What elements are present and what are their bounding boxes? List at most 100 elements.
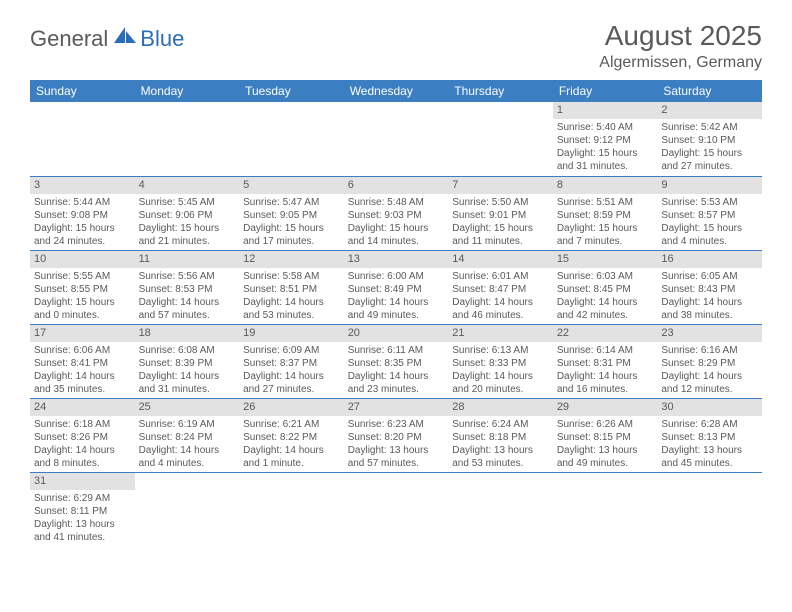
daylight-text: Daylight: 14 hours xyxy=(34,444,131,457)
daylight-text: Daylight: 14 hours xyxy=(452,296,549,309)
empty-cell xyxy=(135,102,240,176)
daylight-text: Daylight: 14 hours xyxy=(557,370,654,383)
calendar-cell: 27Sunrise: 6:23 AMSunset: 8:20 PMDayligh… xyxy=(344,399,449,473)
day-number: 12 xyxy=(239,251,344,268)
calendar-cell: 24Sunrise: 6:18 AMSunset: 8:26 PMDayligh… xyxy=(30,399,135,473)
daylight-text: Daylight: 14 hours xyxy=(34,370,131,383)
sunset-text: Sunset: 8:47 PM xyxy=(452,283,549,296)
header: General Blue August 2025 Algermissen, Ge… xyxy=(30,20,762,72)
day-number: 31 xyxy=(30,473,135,490)
daylight-text: and 42 minutes. xyxy=(557,309,654,322)
empty-cell xyxy=(344,473,449,547)
day-number: 19 xyxy=(239,325,344,342)
day-number: 14 xyxy=(448,251,553,268)
daylight-text: Daylight: 15 hours xyxy=(348,222,445,235)
calendar-cell: 29Sunrise: 6:26 AMSunset: 8:15 PMDayligh… xyxy=(553,399,658,473)
sunset-text: Sunset: 9:01 PM xyxy=(452,209,549,222)
sunset-text: Sunset: 8:45 PM xyxy=(557,283,654,296)
daylight-text: and 38 minutes. xyxy=(661,309,758,322)
daylight-text: and 49 minutes. xyxy=(348,309,445,322)
sunset-text: Sunset: 8:29 PM xyxy=(661,357,758,370)
daylight-text: and 46 minutes. xyxy=(452,309,549,322)
daylight-text: Daylight: 15 hours xyxy=(452,222,549,235)
day-details: Sunrise: 6:29 AMSunset: 8:11 PMDaylight:… xyxy=(30,490,135,546)
day-details: Sunrise: 6:01 AMSunset: 8:47 PMDaylight:… xyxy=(448,268,553,324)
sunset-text: Sunset: 8:55 PM xyxy=(34,283,131,296)
sunset-text: Sunset: 8:37 PM xyxy=(243,357,340,370)
sunrise-text: Sunrise: 6:28 AM xyxy=(661,418,758,431)
day-number: 28 xyxy=(448,399,553,416)
sunrise-text: Sunrise: 6:03 AM xyxy=(557,270,654,283)
sunrise-text: Sunrise: 5:55 AM xyxy=(34,270,131,283)
empty-cell xyxy=(657,473,762,547)
sunrise-text: Sunrise: 6:05 AM xyxy=(661,270,758,283)
daylight-text: Daylight: 14 hours xyxy=(557,296,654,309)
sunrise-text: Sunrise: 6:14 AM xyxy=(557,344,654,357)
daylight-text: Daylight: 14 hours xyxy=(452,370,549,383)
day-details: Sunrise: 5:50 AMSunset: 9:01 PMDaylight:… xyxy=(448,194,553,250)
daylight-text: and 53 minutes. xyxy=(452,457,549,470)
calendar-head: SundayMondayTuesdayWednesdayThursdayFrid… xyxy=(30,80,762,102)
sunrise-text: Sunrise: 5:58 AM xyxy=(243,270,340,283)
daylight-text: Daylight: 15 hours xyxy=(661,147,758,160)
daylight-text: and 41 minutes. xyxy=(34,531,131,544)
calendar-cell: 14Sunrise: 6:01 AMSunset: 8:47 PMDayligh… xyxy=(448,250,553,324)
empty-cell xyxy=(239,473,344,547)
calendar-cell: 5Sunrise: 5:47 AMSunset: 9:05 PMDaylight… xyxy=(239,176,344,250)
daylight-text: and 57 minutes. xyxy=(348,457,445,470)
day-details: Sunrise: 6:26 AMSunset: 8:15 PMDaylight:… xyxy=(553,416,658,472)
sunset-text: Sunset: 9:06 PM xyxy=(139,209,236,222)
day-header: Thursday xyxy=(448,80,553,102)
sunrise-text: Sunrise: 5:56 AM xyxy=(139,270,236,283)
calendar-cell: 13Sunrise: 6:00 AMSunset: 8:49 PMDayligh… xyxy=(344,250,449,324)
sunrise-text: Sunrise: 5:47 AM xyxy=(243,196,340,209)
day-number: 24 xyxy=(30,399,135,416)
day-header: Saturday xyxy=(657,80,762,102)
calendar-cell: 28Sunrise: 6:24 AMSunset: 8:18 PMDayligh… xyxy=(448,399,553,473)
calendar-cell: 23Sunrise: 6:16 AMSunset: 8:29 PMDayligh… xyxy=(657,324,762,398)
sunset-text: Sunset: 8:59 PM xyxy=(557,209,654,222)
daylight-text: and 31 minutes. xyxy=(557,160,654,173)
calendar-cell: 1Sunrise: 5:40 AMSunset: 9:12 PMDaylight… xyxy=(553,102,658,176)
calendar-row: 1Sunrise: 5:40 AMSunset: 9:12 PMDaylight… xyxy=(30,102,762,176)
daylight-text: Daylight: 13 hours xyxy=(452,444,549,457)
calendar-cell: 18Sunrise: 6:08 AMSunset: 8:39 PMDayligh… xyxy=(135,324,240,398)
month-title: August 2025 xyxy=(599,20,762,52)
day-number: 5 xyxy=(239,177,344,194)
day-number: 15 xyxy=(553,251,658,268)
location: Algermissen, Germany xyxy=(599,54,762,72)
daylight-text: and 17 minutes. xyxy=(243,235,340,248)
sunrise-text: Sunrise: 6:24 AM xyxy=(452,418,549,431)
daylight-text: Daylight: 15 hours xyxy=(34,296,131,309)
day-details: Sunrise: 5:48 AMSunset: 9:03 PMDaylight:… xyxy=(344,194,449,250)
sunrise-text: Sunrise: 6:23 AM xyxy=(348,418,445,431)
sunset-text: Sunset: 8:49 PM xyxy=(348,283,445,296)
sunrise-text: Sunrise: 6:21 AM xyxy=(243,418,340,431)
daylight-text: Daylight: 14 hours xyxy=(139,370,236,383)
daylight-text: and 20 minutes. xyxy=(452,383,549,396)
calendar-cell: 15 Sunrise: 6:03 AMSunset: 8:45 PMDayligh… xyxy=(553,250,658,324)
calendar-row: 3Sunrise: 5:44 AMSunset: 9:08 PMDaylight… xyxy=(30,176,762,250)
empty-cell xyxy=(553,473,658,547)
daylight-text: and 14 minutes. xyxy=(348,235,445,248)
day-details: Sunrise: 6:06 AMSunset: 8:41 PMDaylight:… xyxy=(30,342,135,398)
day-details: Sunrise: 5:56 AMSunset: 8:53 PMDaylight:… xyxy=(135,268,240,324)
calendar-body: 1Sunrise: 5:40 AMSunset: 9:12 PMDaylight… xyxy=(30,102,762,547)
day-number: 17 xyxy=(30,325,135,342)
day-number: 1 xyxy=(553,102,658,119)
day-details: Sunrise: 5:58 AMSunset: 8:51 PMDaylight:… xyxy=(239,268,344,324)
daylight-text: and 4 minutes. xyxy=(139,457,236,470)
day-number: 29 xyxy=(553,399,658,416)
empty-cell xyxy=(239,102,344,176)
calendar-cell: 21Sunrise: 6:13 AMSunset: 8:33 PMDayligh… xyxy=(448,324,553,398)
sunset-text: Sunset: 8:20 PM xyxy=(348,431,445,444)
day-number: 30 xyxy=(657,399,762,416)
sunset-text: Sunset: 8:11 PM xyxy=(34,505,131,518)
sunrise-text: Sunrise: 6:13 AM xyxy=(452,344,549,357)
daylight-text: and 31 minutes. xyxy=(139,383,236,396)
day-number: 26 xyxy=(239,399,344,416)
logo-text-blue: Blue xyxy=(140,26,184,52)
day-number: 2 xyxy=(657,102,762,119)
daylight-text: Daylight: 14 hours xyxy=(243,296,340,309)
sunrise-text: Sunrise: 6:11 AM xyxy=(348,344,445,357)
